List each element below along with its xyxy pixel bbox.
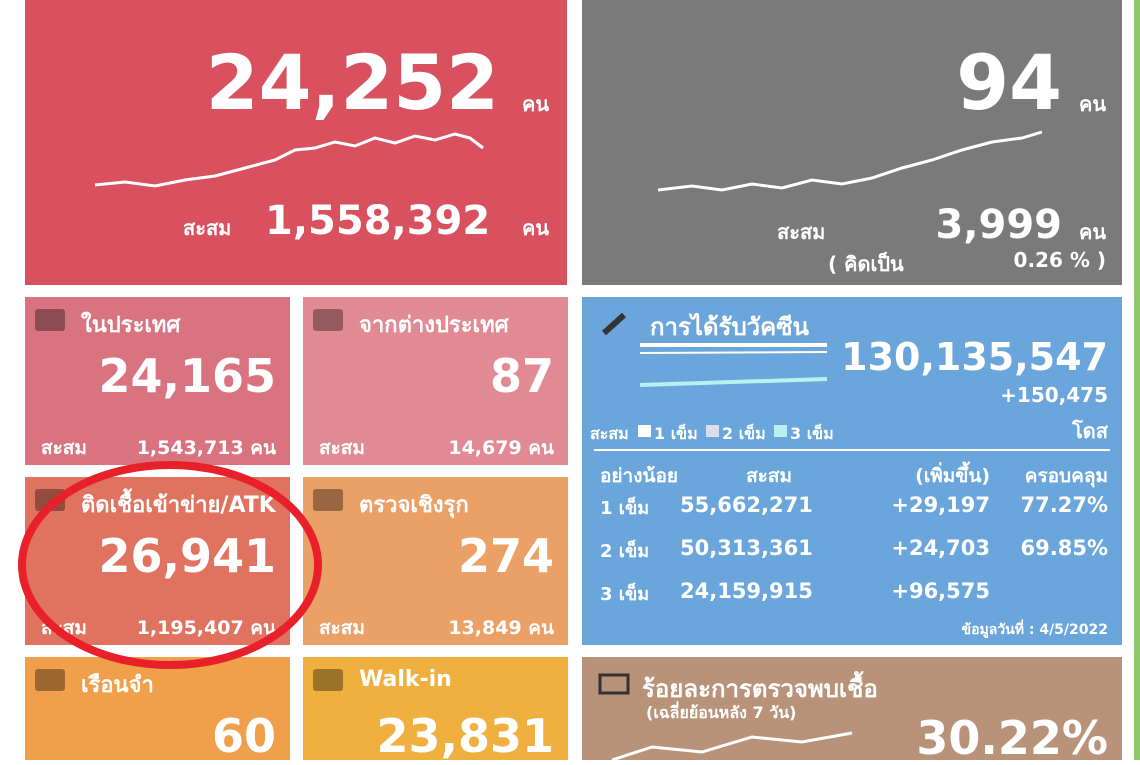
- cumulative-value: 13,849 คน: [448, 617, 554, 639]
- deaths-value: 94: [956, 38, 1062, 127]
- tile-icon: [35, 489, 65, 511]
- tile-title: เรือนจำ: [81, 673, 154, 698]
- tile-title: Walk-in: [359, 667, 452, 692]
- stat-tile: จากต่างประเทศ 87 สะสม 14,679 คน: [303, 297, 568, 465]
- table-cell: +24,703: [891, 536, 990, 560]
- vaccine-title: การได้รับวัคซีน: [650, 313, 809, 341]
- vaccine-card: การได้รับวัคซีน 130,135,547 +150,475 โดส…: [582, 297, 1122, 645]
- table-cell: +96,575: [891, 579, 990, 603]
- cumulative-label: สะสม: [319, 617, 365, 639]
- cumulative-label: สะสม: [41, 617, 87, 639]
- tile-icon: [35, 309, 65, 331]
- data-date: ข้อมูลวันที่ : 4/5/2022: [961, 622, 1108, 638]
- stat-tile: Walk-in 23,831: [303, 657, 568, 763]
- rate: 0.26 % ): [1013, 248, 1106, 272]
- vaccine-graphics: [594, 312, 1110, 451]
- tile-title: ติดเชื้อเข้าข่าย/ATK: [81, 493, 276, 518]
- cumulative-value: 1,543,713 คน: [136, 437, 276, 459]
- legend-entry: 3 เข็ม: [790, 424, 834, 443]
- unit: คน: [1078, 220, 1106, 244]
- cumulative-label: สะสม: [319, 437, 365, 459]
- unit: คน: [521, 92, 549, 116]
- tile-value: 274: [457, 529, 554, 583]
- stat-tile: ตรวจเชิงรุก 274 สะสม 13,849 คน: [303, 477, 568, 645]
- table-cell: 1 เข็ม: [600, 498, 650, 519]
- table-cell: 50,313,361: [680, 536, 813, 560]
- unit: คน: [521, 216, 549, 240]
- legend-label: สะสม: [590, 424, 629, 443]
- cumulative-value: 3,999: [935, 202, 1062, 248]
- cumulative-value: 1,195,407 คน: [136, 617, 276, 639]
- tile-icon: [35, 669, 65, 691]
- edge-strip: [1134, 0, 1140, 760]
- deaths-card: 94 คน สะสม 3,999 คน ( คิดเป็น 0.26 % ): [582, 0, 1122, 285]
- table-cell: 69.85%: [1020, 536, 1108, 560]
- tile-value: 24,165: [98, 349, 276, 403]
- tile-value: 60: [211, 709, 276, 763]
- positivity-title: ร้อยละการตรวจพบเชื้อ: [642, 675, 878, 703]
- new-cases-card: 24,252 คน สะสม 1,558,392 คน: [25, 0, 567, 285]
- positivity-graphics: [598, 673, 853, 760]
- table-cell: +29,197: [891, 493, 990, 517]
- vaccine-unit: โดส: [1072, 419, 1108, 443]
- cumulative-value: 14,679 คน: [448, 437, 554, 459]
- stat-tile: ในประเทศ 24,165 สะสม 1,543,713 คน: [25, 297, 290, 465]
- table-cell: 24,159,915: [680, 579, 813, 603]
- legend-entry: 2 เข็ม: [722, 424, 766, 443]
- table-cell: 77.27%: [1020, 493, 1108, 517]
- table-header: ครอบคลุม: [1024, 465, 1108, 487]
- unit: คน: [1078, 92, 1106, 116]
- tile-title: จากต่างประเทศ: [359, 313, 509, 338]
- vaccine-increase: +150,475: [1000, 383, 1108, 407]
- cumulative-label: สะสม: [41, 437, 87, 459]
- tile-value: 23,831: [376, 709, 554, 763]
- table-cell: 2 เข็ม: [600, 541, 650, 562]
- sparkline: [657, 130, 1043, 192]
- positivity-value: 30.22%: [916, 711, 1108, 765]
- legend-entry: 1 เข็ม: [654, 424, 698, 443]
- tile-icon: [313, 309, 343, 331]
- tile-value: 87: [489, 349, 554, 403]
- table-header: สะสม: [746, 465, 792, 487]
- positivity-card: ร้อยละการตรวจพบเชื้อ (เฉลี่ยย้อนหลัง 7 ว…: [582, 657, 1122, 765]
- stat-tile: เรือนจำ 60: [25, 657, 290, 763]
- cumulative-value: 1,558,392: [265, 198, 491, 244]
- cumulative-label: สะสม: [183, 216, 232, 240]
- table-header: (เพิ่มขึ้น): [915, 465, 990, 487]
- positivity-subtitle: (เฉลี่ยย้อนหลัง 7 วัน): [646, 703, 797, 722]
- tile-title: ตรวจเชิงรุก: [359, 493, 469, 518]
- rate-label: ( คิดเป็น: [828, 252, 904, 276]
- cumulative-label: สะสม: [777, 220, 826, 244]
- stat-tile: ติดเชื้อเข้าข่าย/ATK 26,941 สะสม 1,195,407 …: [25, 477, 290, 645]
- table-cell: 3 เข็ม: [600, 584, 650, 605]
- table-header: อย่างน้อย: [600, 465, 679, 487]
- tile-title: ในประเทศ: [81, 313, 181, 338]
- table-cell: 55,662,271: [680, 493, 813, 517]
- vaccine-total: 130,135,547: [841, 335, 1108, 379]
- tile-icon: [313, 489, 343, 511]
- new-cases-value: 24,252: [205, 38, 499, 127]
- tile-value: 26,941: [98, 529, 276, 583]
- sparkline: [94, 132, 484, 188]
- tile-icon: [313, 669, 343, 691]
